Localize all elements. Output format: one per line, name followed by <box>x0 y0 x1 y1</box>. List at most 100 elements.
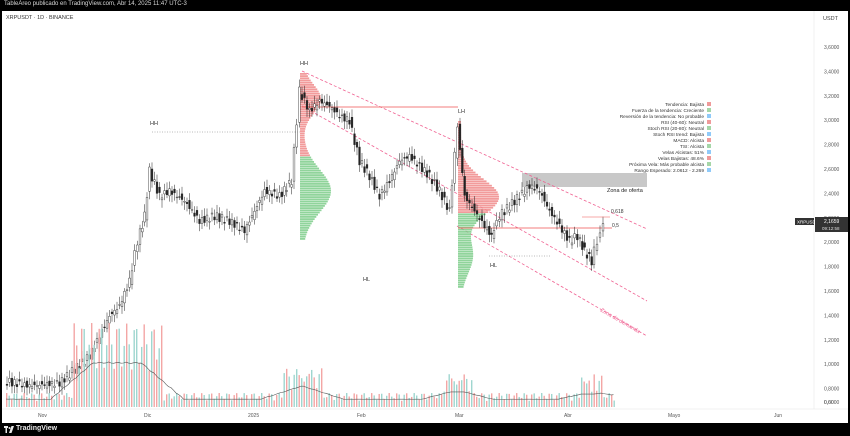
volume-bar <box>306 376 308 407</box>
candle-body <box>375 186 379 188</box>
volume-profile-row <box>458 283 465 286</box>
candle-body <box>225 216 229 218</box>
volume-bar <box>528 400 530 407</box>
candle-body <box>295 124 298 148</box>
volume-bar <box>126 323 128 407</box>
candle-body <box>160 197 164 201</box>
volume-bar <box>163 400 165 407</box>
volume-bar <box>388 393 390 407</box>
candle-body <box>540 193 544 196</box>
volume-bar <box>83 328 85 407</box>
volume-profile-row <box>458 228 473 231</box>
volume-profile-row <box>300 90 319 93</box>
supply-zone-label: Zona de oferta <box>607 188 644 194</box>
volume-profile-row <box>300 123 307 126</box>
volume-profile-row <box>458 250 474 253</box>
candle-body <box>60 377 64 388</box>
candle-body <box>461 147 464 174</box>
volume-bar <box>351 398 353 407</box>
volume-bar <box>506 393 508 407</box>
volume-profile-row <box>300 194 331 196</box>
volume-profile-row <box>300 200 328 203</box>
candle-body <box>473 203 476 212</box>
volume-bar <box>566 393 568 407</box>
volume-profile-row <box>300 191 331 194</box>
candle-body <box>373 176 376 190</box>
candle-body <box>528 184 531 189</box>
candle-body <box>498 219 501 222</box>
candle-body <box>15 384 19 387</box>
candle-body <box>95 338 99 343</box>
volume-bar <box>323 397 325 407</box>
volume-bar <box>568 394 570 407</box>
candle-body <box>408 154 411 162</box>
hh-label-2: HH <box>300 61 308 67</box>
info-icon <box>707 144 711 148</box>
volume-bar <box>431 393 433 407</box>
volume-profile-row <box>300 213 319 216</box>
volume-profile-row <box>458 178 484 180</box>
candle-body <box>313 103 316 108</box>
price-tick-label: 0,00 <box>824 400 834 406</box>
volume-profile-row <box>300 187 331 190</box>
candle-body <box>345 116 349 123</box>
volume-profile-row <box>300 103 320 106</box>
volume-profile-row <box>458 187 495 189</box>
candle-body <box>180 193 184 200</box>
volume-profile-row <box>458 237 472 240</box>
symbol-title: XRPUSDT · 1D · BINANCE <box>6 15 74 21</box>
candle-body <box>488 225 491 235</box>
volume-profile-row <box>300 169 321 172</box>
volume-bar <box>38 394 40 407</box>
candle-body <box>50 381 54 384</box>
volume-profile-row <box>300 136 305 139</box>
candle-body <box>268 190 271 195</box>
volume-bar <box>21 395 23 407</box>
time-axis[interactable]: Nov Dic 2025 Feb Mar Abr Mayo Jun <box>38 413 782 419</box>
volume-bar <box>598 380 600 407</box>
candle-body <box>592 246 596 265</box>
candle-body <box>210 212 214 215</box>
candle-body <box>463 176 466 196</box>
price-tick-label: 3,2000 <box>824 94 840 100</box>
volume-profile-row <box>458 184 492 187</box>
candle-body <box>138 228 142 245</box>
candle-body <box>238 229 241 231</box>
volume-bar <box>491 393 493 407</box>
candle-body <box>23 382 26 387</box>
volume-profile-row <box>300 130 305 132</box>
candle-body <box>130 270 134 285</box>
volume-bar <box>611 394 613 407</box>
volume-bar <box>66 393 68 407</box>
volume-profile-row <box>300 205 325 207</box>
volume-bar <box>438 393 440 407</box>
volume-profile-row <box>300 117 311 119</box>
volume-bar <box>553 399 555 407</box>
candle-body <box>595 243 599 251</box>
channel-middle-line <box>301 105 648 302</box>
volume-profile-row <box>458 259 473 262</box>
volume-bar <box>556 395 558 407</box>
info-line: Próxima Vela: Más probable alcista <box>629 162 704 168</box>
candle-body <box>223 222 226 224</box>
volume-profile-row <box>300 229 309 231</box>
candle-body <box>390 174 394 181</box>
info-icon <box>707 102 711 106</box>
chart-area[interactable]: XRPUSDT · 1D · BINANCE USDT 3,6000 3,4000… <box>2 11 848 423</box>
candle-body <box>378 193 381 200</box>
volume-profile-row <box>300 202 327 205</box>
price-tick-label: 1,8000 <box>824 265 840 271</box>
candle-body <box>110 311 114 314</box>
candle-body <box>253 210 256 220</box>
candle-body <box>483 220 486 229</box>
volume-bar <box>561 397 563 407</box>
candle-body <box>388 181 391 184</box>
candle-body <box>456 126 459 159</box>
candle-body <box>510 199 514 206</box>
volume-profile-row <box>300 172 323 174</box>
price-chart[interactable]: XRPUSDT · 1D · BINANCE USDT 3,6000 3,4000… <box>2 11 848 423</box>
volume-profile-row <box>458 286 464 288</box>
volume-profile-row <box>300 141 306 143</box>
volume-bar <box>613 400 615 407</box>
volume-profile-row <box>300 238 306 240</box>
